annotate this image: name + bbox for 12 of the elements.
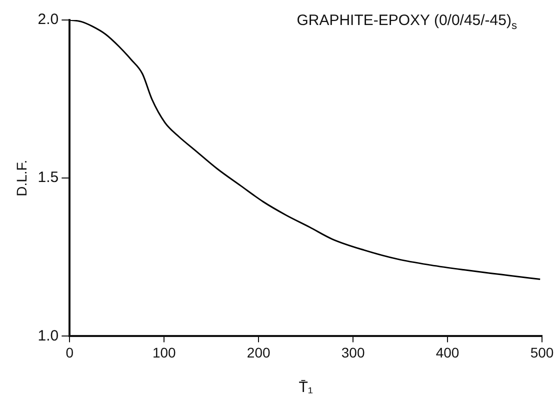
x-tick-label: 100 bbox=[152, 344, 176, 360]
x-tick-label: 300 bbox=[341, 344, 365, 360]
chart-title: GRAPHITE-EPOXY (0/0/45/-45)$_{s}$ bbox=[296, 12, 517, 32]
y-axis-title: D.L.F. bbox=[13, 160, 30, 196]
x-axis-title: T̄₁ bbox=[298, 379, 313, 396]
y-tick-label: 2.0 bbox=[38, 11, 59, 28]
x-tick-label: 400 bbox=[436, 344, 460, 360]
x-tick-label: 500 bbox=[530, 344, 554, 360]
y-tick-label: 1.5 bbox=[38, 169, 59, 186]
x-tick-label: 200 bbox=[246, 344, 270, 360]
x-tick-label: 0 bbox=[66, 344, 74, 360]
y-tick-label: 1.0 bbox=[38, 327, 59, 344]
